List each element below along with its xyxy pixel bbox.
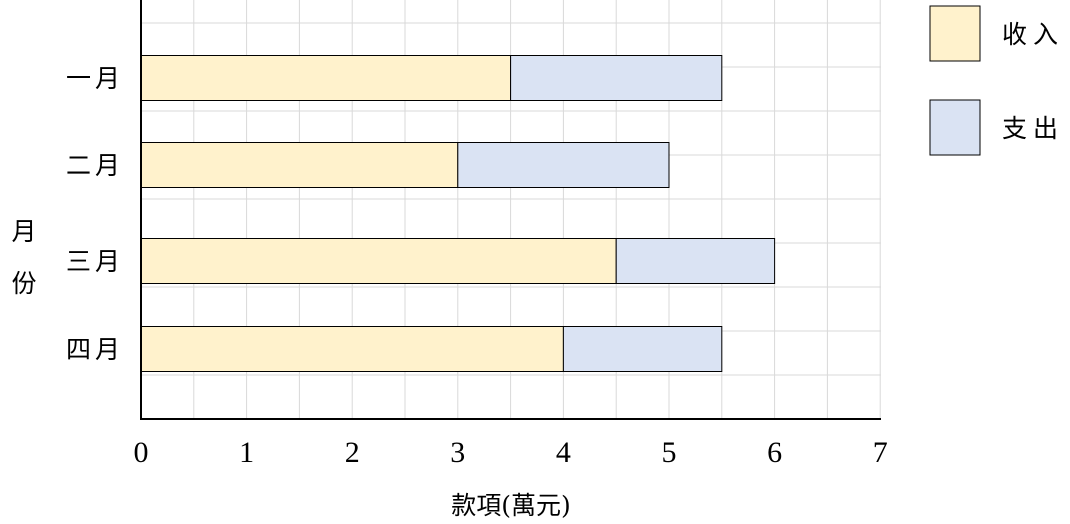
bar-income-2 xyxy=(140,142,459,188)
category-label: 二月 xyxy=(66,151,124,180)
bar-expense-1 xyxy=(510,55,723,101)
x-tick-label: 5 xyxy=(662,436,677,469)
bar-income-1 xyxy=(140,55,512,101)
legend-swatch-income xyxy=(929,5,981,62)
axes xyxy=(140,0,881,420)
y-axis-title: 月份 xyxy=(11,217,36,298)
x-tick-label: 1 xyxy=(239,436,254,469)
bar-expense-2 xyxy=(457,142,670,188)
legend-label-income: 收入 xyxy=(1002,20,1064,49)
legend-swatch-expense xyxy=(929,99,981,156)
bar-expense-3 xyxy=(615,238,776,284)
x-tick-label: 2 xyxy=(345,436,360,469)
x-tick-label: 6 xyxy=(767,436,782,469)
x-axis-title: 款項(萬元) xyxy=(451,491,571,520)
bar-income-4 xyxy=(140,326,564,372)
bar-expense-4 xyxy=(562,326,723,372)
category-label: 三月 xyxy=(66,247,124,276)
legend-label-expense: 支出 xyxy=(1002,114,1064,143)
x-tick-labels: 0 1 2 3 4 5 6 7 xyxy=(134,436,888,469)
x-tick-label: 0 xyxy=(134,436,149,469)
x-tick-label: 3 xyxy=(450,436,465,469)
category-label: 四月 xyxy=(66,335,124,364)
x-tick-label: 7 xyxy=(873,436,888,469)
x-tick-label: 4 xyxy=(556,436,571,469)
category-label: 一月 xyxy=(66,64,124,93)
bar-income-3 xyxy=(140,238,617,284)
y-axis-title-char: 份 xyxy=(11,269,36,298)
bars xyxy=(140,55,776,372)
y-axis-title-char: 月 xyxy=(11,217,36,246)
